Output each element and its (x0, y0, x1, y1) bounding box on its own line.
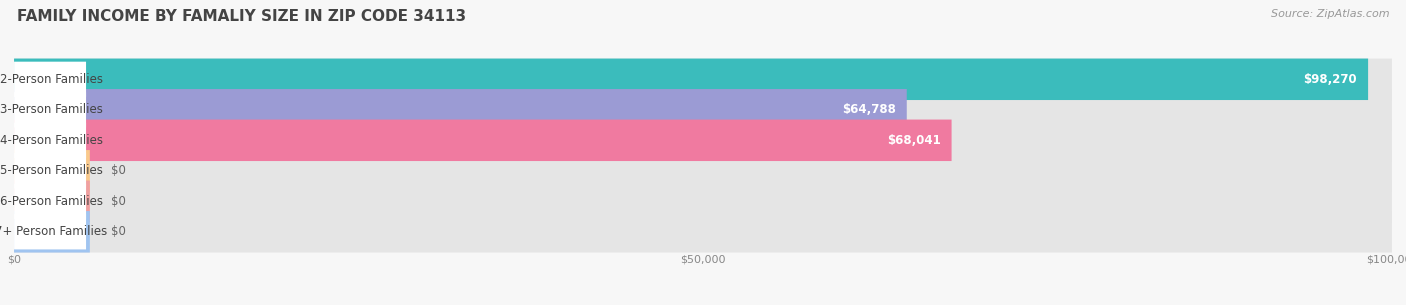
FancyBboxPatch shape (14, 211, 1392, 253)
Text: 5-Person Families: 5-Person Families (0, 164, 103, 177)
FancyBboxPatch shape (14, 211, 90, 253)
FancyBboxPatch shape (14, 92, 86, 127)
Text: 2-Person Families: 2-Person Families (0, 73, 103, 86)
FancyBboxPatch shape (14, 150, 90, 192)
Text: FAMILY INCOME BY FAMALIY SIZE IN ZIP CODE 34113: FAMILY INCOME BY FAMALIY SIZE IN ZIP COD… (17, 9, 465, 24)
Text: 4-Person Families: 4-Person Families (0, 134, 103, 147)
Text: $0: $0 (111, 195, 125, 208)
FancyBboxPatch shape (14, 120, 952, 161)
FancyBboxPatch shape (14, 89, 907, 131)
FancyBboxPatch shape (14, 150, 1392, 192)
FancyBboxPatch shape (14, 181, 90, 222)
Text: $0: $0 (111, 164, 125, 177)
FancyBboxPatch shape (14, 153, 86, 188)
FancyBboxPatch shape (14, 120, 1392, 161)
FancyBboxPatch shape (14, 59, 1392, 100)
FancyBboxPatch shape (14, 89, 1392, 131)
FancyBboxPatch shape (14, 62, 86, 97)
FancyBboxPatch shape (14, 184, 86, 219)
Text: $64,788: $64,788 (842, 103, 896, 116)
FancyBboxPatch shape (14, 123, 86, 158)
Text: Source: ZipAtlas.com: Source: ZipAtlas.com (1271, 9, 1389, 19)
FancyBboxPatch shape (14, 214, 86, 249)
FancyBboxPatch shape (14, 181, 1392, 222)
Text: $98,270: $98,270 (1303, 73, 1357, 86)
FancyBboxPatch shape (14, 59, 1368, 100)
Text: 3-Person Families: 3-Person Families (0, 103, 103, 116)
Text: $0: $0 (111, 225, 125, 238)
Text: $68,041: $68,041 (887, 134, 941, 147)
Text: 6-Person Families: 6-Person Families (0, 195, 103, 208)
Text: 7+ Person Families: 7+ Person Families (0, 225, 108, 238)
